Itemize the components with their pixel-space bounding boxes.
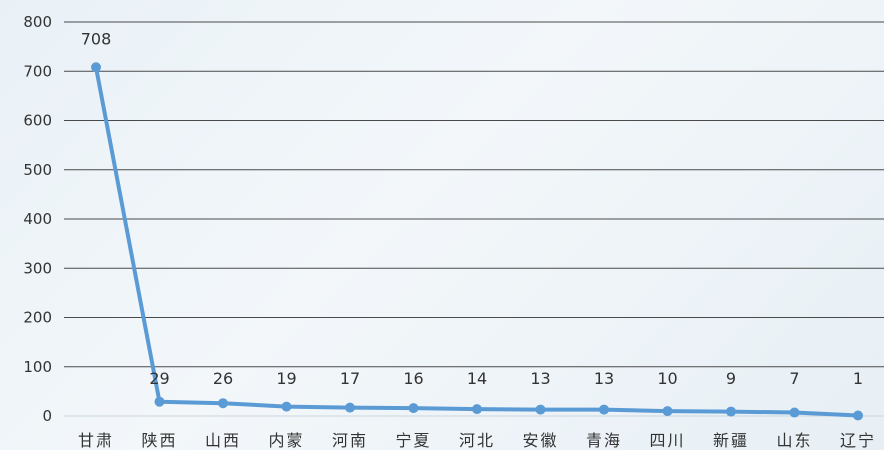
x-category-label: 青海 <box>586 431 622 450</box>
x-category-label: 宁夏 <box>395 431 431 450</box>
data-point <box>662 406 673 417</box>
data-point <box>154 396 165 407</box>
y-tick-label: 300 <box>23 259 52 277</box>
y-tick-label: 500 <box>23 161 52 179</box>
data-label: 19 <box>276 369 296 388</box>
x-category-label: 河北 <box>459 431 495 450</box>
x-category-label: 山东 <box>776 431 812 450</box>
data-point <box>91 62 101 73</box>
data-point <box>345 402 355 413</box>
x-category-label: 甘肃 <box>78 431 114 450</box>
data-point <box>535 404 546 415</box>
x-category-label: 河南 <box>332 431 368 450</box>
x-category-label: 四川 <box>649 431 685 450</box>
data-point <box>726 406 736 417</box>
series-line <box>94 65 860 418</box>
data-point <box>218 398 228 409</box>
data-point <box>281 401 292 412</box>
y-tick-label: 400 <box>23 210 52 228</box>
x-category-label: 新疆 <box>713 431 749 450</box>
data-label: 7 <box>789 369 799 388</box>
x-category-label: 山西 <box>205 431 241 450</box>
data-label: 17 <box>340 369 360 388</box>
x-category-label: 内蒙 <box>268 431 304 450</box>
data-label: 1 <box>853 369 863 388</box>
x-category-label: 辽宁 <box>840 431 876 450</box>
data-point <box>853 410 863 421</box>
data-label: 29 <box>149 369 169 388</box>
data-label: 14 <box>467 369 487 388</box>
data-label: 10 <box>657 369 677 388</box>
y-tick-label: 0 <box>42 407 52 425</box>
data-label: 13 <box>530 369 550 388</box>
y-tick-label: 100 <box>23 358 52 376</box>
y-tick-label: 700 <box>23 62 52 80</box>
data-point <box>472 404 482 415</box>
x-category-label: 安徽 <box>522 431 558 450</box>
data-label: 16 <box>403 369 423 388</box>
y-tick-label: 600 <box>23 112 52 130</box>
data-label: 708 <box>81 29 112 48</box>
y-tick-label: 200 <box>23 309 52 327</box>
data-point <box>789 407 800 418</box>
data-label: 26 <box>213 369 233 388</box>
data-label: 9 <box>726 369 736 388</box>
data-label: 13 <box>594 369 614 388</box>
data-point <box>599 404 609 415</box>
x-category-label: 陕西 <box>141 431 177 450</box>
y-tick-label: 800 <box>23 13 52 31</box>
data-point <box>408 403 419 414</box>
